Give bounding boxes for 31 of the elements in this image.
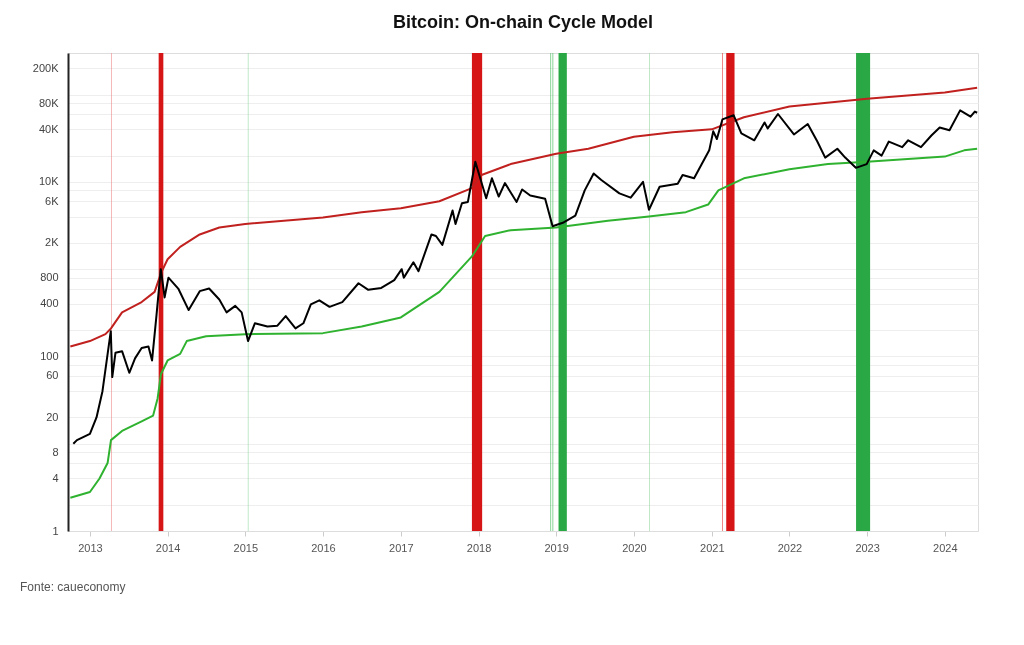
x-tick-label: 2014 — [155, 541, 181, 554]
y-tick-label: 2K — [45, 236, 60, 249]
y-tick-label: 800 — [40, 271, 59, 284]
y-tick-label: 1 — [52, 524, 59, 537]
x-tick-label: 2018 — [466, 541, 492, 554]
y-tick-label: 10K — [38, 175, 60, 188]
x-tick-label: 2022 — [777, 541, 803, 554]
x-tick-label: 2023 — [855, 541, 880, 554]
x-tick-label: 2017 — [389, 541, 414, 554]
x-tick-label: 2021 — [700, 541, 725, 554]
y-tick-label: 6K — [45, 194, 60, 207]
y-tick-label: 80K — [38, 96, 60, 109]
y-tick-label: 100 — [40, 349, 59, 362]
chart-title: Bitcoin: On-chain Cycle Model — [392, 12, 654, 33]
source-note: Fonte: caueconomy — [20, 580, 126, 594]
x-tick-label: 2024 — [933, 541, 958, 554]
y-tick-label: 200K — [32, 61, 60, 74]
y-tick-label: 60 — [46, 369, 59, 382]
line-series — [69, 86, 978, 348]
line-series — [72, 109, 978, 445]
x-tick-label: 2013 — [78, 541, 103, 554]
y-tick-label: 20 — [46, 410, 59, 423]
y-tick-label: 8 — [52, 445, 59, 458]
y-tick-label: 400 — [40, 297, 59, 310]
x-tick-label: 2015 — [233, 541, 259, 554]
x-tick-label: 2016 — [311, 541, 336, 554]
y-tick-label: 4 — [52, 471, 59, 484]
line-series — [69, 147, 978, 499]
y-tick-label: 40K — [38, 122, 60, 135]
x-tick-label: 2020 — [622, 541, 647, 554]
x-tick-label: 2019 — [544, 541, 569, 554]
